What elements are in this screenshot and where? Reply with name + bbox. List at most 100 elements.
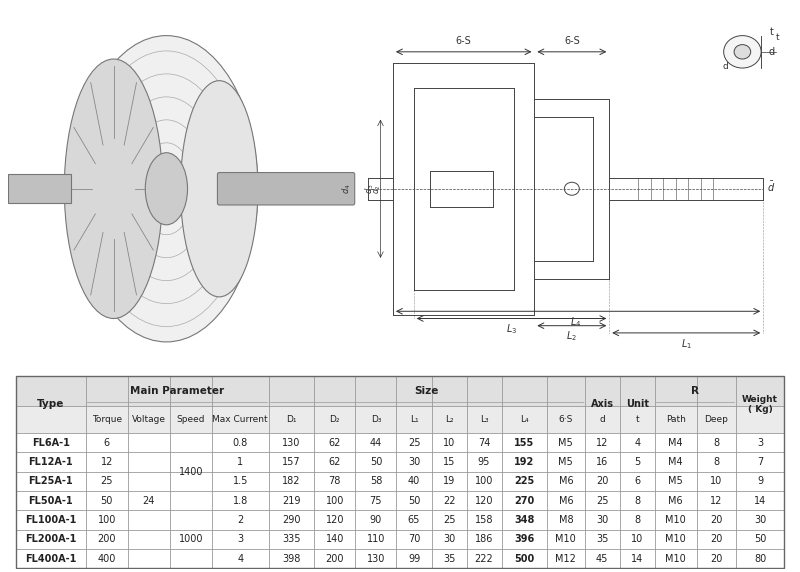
Text: 50: 50 xyxy=(101,496,113,506)
Text: L₂: L₂ xyxy=(445,415,454,424)
Text: 9: 9 xyxy=(757,476,763,486)
Text: 75: 75 xyxy=(370,496,382,506)
Text: 5: 5 xyxy=(634,457,640,467)
Text: 120: 120 xyxy=(474,496,494,506)
Text: 222: 222 xyxy=(474,554,494,563)
Text: $L_4$: $L_4$ xyxy=(570,315,582,329)
Text: t: t xyxy=(635,415,639,424)
Text: $d_4$: $d_4$ xyxy=(341,184,354,194)
Text: 20: 20 xyxy=(710,534,722,545)
Bar xyxy=(8,174,71,203)
Text: d: d xyxy=(599,415,605,424)
Text: 10: 10 xyxy=(631,534,643,545)
FancyBboxPatch shape xyxy=(218,173,354,205)
Text: 2: 2 xyxy=(237,515,243,525)
Text: FL100A-1: FL100A-1 xyxy=(25,515,77,525)
Text: 90: 90 xyxy=(370,515,382,525)
Text: 15: 15 xyxy=(443,457,455,467)
Text: M10: M10 xyxy=(666,534,686,545)
Bar xyxy=(16,549,784,569)
Text: Size: Size xyxy=(414,386,439,396)
Text: 20: 20 xyxy=(710,554,722,563)
Text: FL50A-1: FL50A-1 xyxy=(29,496,73,506)
Bar xyxy=(16,530,784,549)
Text: M12: M12 xyxy=(555,554,576,563)
Text: Torque: Torque xyxy=(92,415,122,424)
Text: 20: 20 xyxy=(596,476,608,486)
Text: M4: M4 xyxy=(668,438,683,448)
Text: 80: 80 xyxy=(754,554,766,563)
Text: 335: 335 xyxy=(282,534,301,545)
Text: 158: 158 xyxy=(474,515,494,525)
Text: 348: 348 xyxy=(514,515,534,525)
Text: 155: 155 xyxy=(514,438,534,448)
Text: 14: 14 xyxy=(754,496,766,506)
Text: 74: 74 xyxy=(478,438,490,448)
Text: 6-S: 6-S xyxy=(456,36,471,46)
Text: 70: 70 xyxy=(408,534,420,545)
Text: M5: M5 xyxy=(558,438,574,448)
Text: 1.8: 1.8 xyxy=(233,496,248,506)
Text: R: R xyxy=(691,386,699,396)
Ellipse shape xyxy=(181,81,258,297)
Text: M10: M10 xyxy=(666,515,686,525)
Text: FL6A-1: FL6A-1 xyxy=(32,438,70,448)
Text: 120: 120 xyxy=(326,515,344,525)
Text: Weight
( Kg): Weight ( Kg) xyxy=(742,395,778,414)
Text: 50: 50 xyxy=(370,457,382,467)
Text: 225: 225 xyxy=(514,476,534,486)
Text: 6-S: 6-S xyxy=(564,36,580,46)
Text: 6·S: 6·S xyxy=(558,415,573,424)
Text: M6: M6 xyxy=(558,476,573,486)
Text: 25: 25 xyxy=(596,496,608,506)
Text: Voltage: Voltage xyxy=(132,415,166,424)
Text: $d_3$: $d_3$ xyxy=(364,184,376,194)
Bar xyxy=(16,452,784,472)
Text: $L_3$: $L_3$ xyxy=(506,323,517,336)
Text: M8: M8 xyxy=(558,515,573,525)
Ellipse shape xyxy=(146,153,187,225)
Text: $L_2$: $L_2$ xyxy=(566,329,578,343)
Text: 200: 200 xyxy=(326,554,344,563)
Text: 10: 10 xyxy=(710,476,722,486)
Text: $d_2$: $d_2$ xyxy=(370,184,382,194)
Text: 12: 12 xyxy=(596,438,608,448)
Text: 130: 130 xyxy=(282,438,301,448)
Text: 8: 8 xyxy=(634,515,640,525)
Text: L₄: L₄ xyxy=(520,415,529,424)
Text: 20: 20 xyxy=(710,515,722,525)
Text: D₃: D₃ xyxy=(370,415,381,424)
Text: 19: 19 xyxy=(443,476,455,486)
Text: d: d xyxy=(723,62,729,71)
Text: 30: 30 xyxy=(408,457,420,467)
Text: FL200A-1: FL200A-1 xyxy=(25,534,77,545)
Text: 157: 157 xyxy=(282,457,301,467)
Text: 192: 192 xyxy=(514,457,534,467)
Text: 500: 500 xyxy=(514,554,534,563)
Text: Deep: Deep xyxy=(705,415,728,424)
Text: 50: 50 xyxy=(754,534,766,545)
Text: t: t xyxy=(776,33,779,42)
Circle shape xyxy=(724,35,761,68)
Text: 14: 14 xyxy=(631,554,643,563)
Bar xyxy=(16,491,784,510)
Text: 4: 4 xyxy=(238,554,243,563)
Text: 8: 8 xyxy=(714,457,719,467)
Text: D₂: D₂ xyxy=(330,415,340,424)
Text: 1: 1 xyxy=(238,457,243,467)
Text: 130: 130 xyxy=(366,554,385,563)
Text: 22: 22 xyxy=(442,496,455,506)
Text: 58: 58 xyxy=(370,476,382,486)
Text: 1000: 1000 xyxy=(178,534,203,545)
Text: 65: 65 xyxy=(408,515,420,525)
Text: 398: 398 xyxy=(282,554,301,563)
Text: M6: M6 xyxy=(558,496,573,506)
Text: 16: 16 xyxy=(596,457,608,467)
Text: 100: 100 xyxy=(326,496,344,506)
Text: 25: 25 xyxy=(442,515,455,525)
Text: M5: M5 xyxy=(668,476,683,486)
Text: M6: M6 xyxy=(668,496,683,506)
Text: 99: 99 xyxy=(408,554,420,563)
Text: 3: 3 xyxy=(757,438,763,448)
Text: 8: 8 xyxy=(714,438,719,448)
